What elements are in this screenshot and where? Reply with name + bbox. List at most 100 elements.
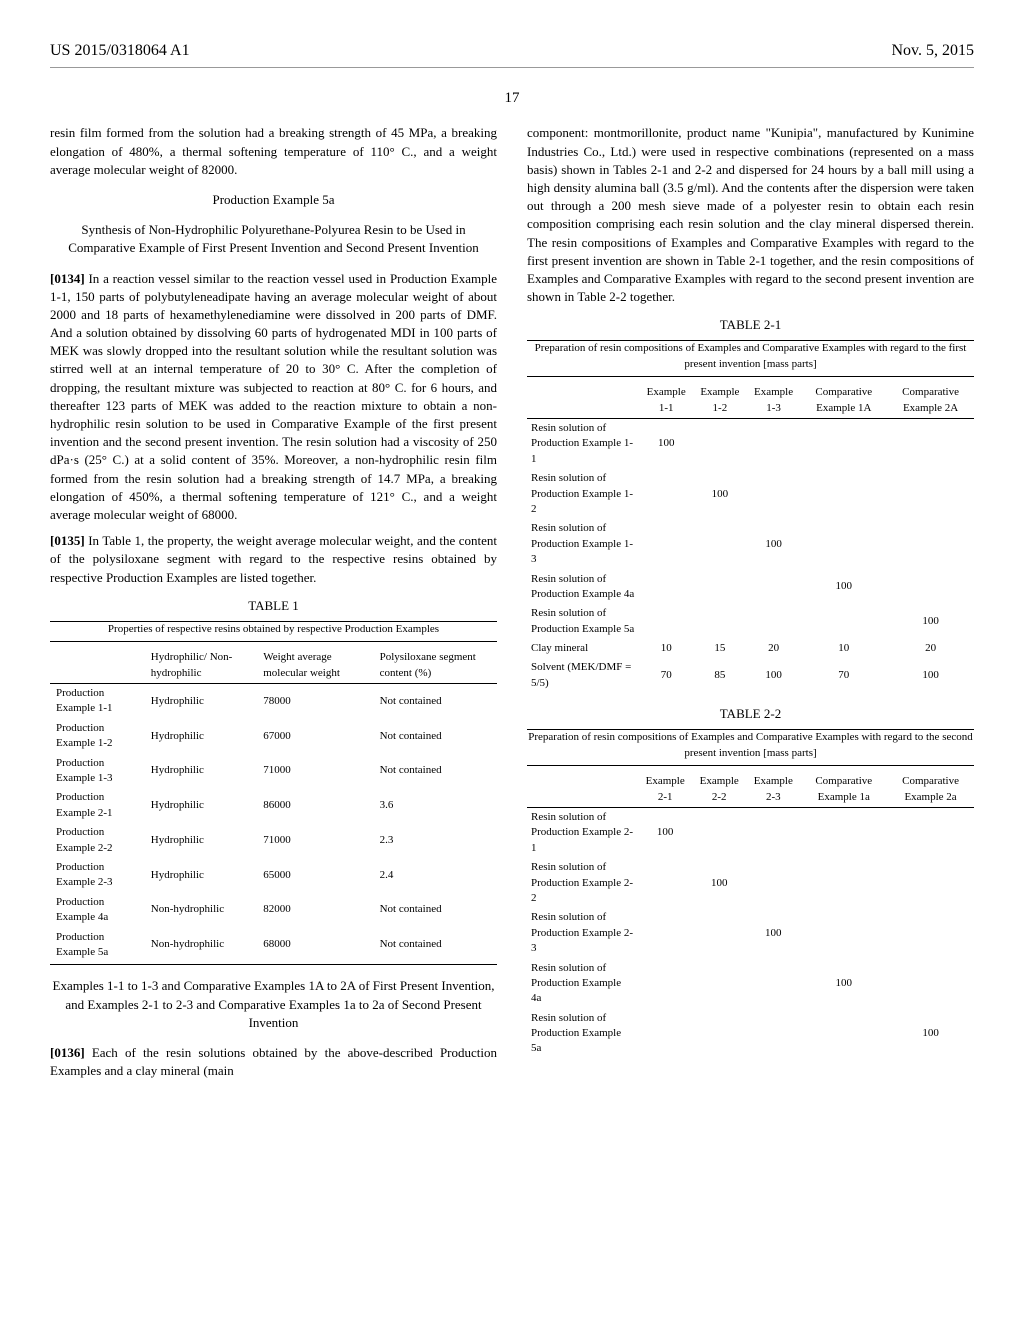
- table-cell: [800, 1009, 887, 1059]
- table-cell: 100: [693, 469, 747, 519]
- table22-h2: Example 2-2: [692, 772, 746, 807]
- table-cell: Resin solution of Production Example 1-2: [527, 469, 639, 519]
- table22-h3: Example 2-3: [746, 772, 800, 807]
- table-cell: Clay mineral: [527, 639, 639, 658]
- table22-header-row: Example 2-1 Example 2-2 Example 2-3 Comp…: [527, 772, 974, 807]
- table-row: Resin solution of Production Example 2-2…: [527, 858, 974, 908]
- table21-label: TABLE 2-1: [527, 316, 974, 334]
- table-cell: 100: [887, 1009, 974, 1059]
- table-cell: Resin solution of Production Example 5a: [527, 604, 639, 639]
- table-cell: 67000: [257, 719, 373, 754]
- table-cell: Resin solution of Production Example 1-3: [527, 519, 639, 569]
- table-cell: 68000: [257, 928, 373, 965]
- table-cell: [887, 858, 974, 908]
- table1-header-row: Hydrophilic/ Non-hydrophilic Weight aver…: [50, 648, 497, 683]
- table-row: Resin solution of Production Example 2-3…: [527, 908, 974, 958]
- table-cell: Resin solution of Production Example 5a: [527, 1009, 638, 1059]
- table21-h3: Example 1-3: [747, 383, 801, 418]
- table-cell: [692, 808, 746, 859]
- table-cell: [887, 959, 974, 1009]
- table-cell: 71000: [257, 823, 373, 858]
- table-cell: [746, 1009, 800, 1059]
- table-cell: 85: [693, 658, 747, 693]
- table-cell: Production Example 1-2: [50, 719, 145, 754]
- table21-header-row: Example 1-1 Example 1-2 Example 1-3 Comp…: [527, 383, 974, 418]
- table-cell: 100: [638, 808, 692, 859]
- table-cell: [800, 858, 887, 908]
- page-number: 17: [50, 88, 974, 109]
- para-0136-text: Each of the resin solutions obtained by …: [50, 1045, 497, 1078]
- publication-date: Nov. 5, 2015: [891, 40, 974, 62]
- table-cell: [887, 570, 974, 605]
- table-row: Resin solution of Production Example 5a 1…: [527, 1009, 974, 1059]
- table-cell: 100: [800, 570, 887, 605]
- table22-caption: Preparation of resin compositions of Exa…: [527, 730, 974, 766]
- paragraph-0135: [0135] In Table 1, the property, the wei…: [50, 532, 497, 587]
- table-cell: [639, 469, 693, 519]
- table-cell: Non-hydrophilic: [145, 893, 257, 928]
- table-cell: [693, 519, 747, 569]
- table21-h5: Comparative Example 2A: [887, 383, 974, 418]
- table-cell: [692, 959, 746, 1009]
- table-cell: 78000: [257, 684, 373, 719]
- paragraph-0134: [0134] In a reaction vessel similar to t…: [50, 270, 497, 525]
- table-cell: Resin solution of Production Example 2-1: [527, 808, 638, 859]
- table-cell: [692, 1009, 746, 1059]
- table-cell: [639, 519, 693, 569]
- table-cell: [800, 808, 887, 859]
- table-cell: 100: [639, 419, 693, 470]
- table-cell: [887, 519, 974, 569]
- page-header: US 2015/0318064 A1 Nov. 5, 2015: [50, 40, 974, 68]
- intro-paragraph: resin film formed from the solution had …: [50, 124, 497, 179]
- table-cell: Production Example 4a: [50, 893, 145, 928]
- table-row: Production Example 5aNon-hydrophilic6800…: [50, 928, 497, 965]
- table-cell: [693, 604, 747, 639]
- table-1: Hydrophilic/ Non-hydrophilic Weight aver…: [50, 648, 497, 965]
- table-cell: Resin solution of Production Example 2-2: [527, 858, 638, 908]
- table-cell: [746, 858, 800, 908]
- table22-h5: Comparative Example 2a: [887, 772, 974, 807]
- table-cell: [747, 419, 801, 470]
- para-0134-number: [0134]: [50, 271, 85, 286]
- table-row: Resin solution of Production Example 5a 1…: [527, 604, 974, 639]
- table22-label: TABLE 2-2: [527, 705, 974, 723]
- table-cell: Hydrophilic: [145, 754, 257, 789]
- table-cell: [638, 959, 692, 1009]
- table-cell: 70: [639, 658, 693, 693]
- table-cell: [800, 419, 887, 470]
- table-cell: Hydrophilic: [145, 858, 257, 893]
- table-row: Production Example 1-1Hydrophilic78000No…: [50, 684, 497, 719]
- table-cell: 15: [693, 639, 747, 658]
- table-cell: Not contained: [374, 893, 497, 928]
- table22-h4: Comparative Example 1a: [800, 772, 887, 807]
- para-0134-text: In a reaction vessel similar to the reac…: [50, 271, 497, 522]
- table-cell: [887, 808, 974, 859]
- table-cell: 100: [692, 858, 746, 908]
- table1-col4-header: Polysiloxane segment content (%): [374, 648, 497, 683]
- table-cell: [800, 604, 887, 639]
- table-cell: 3.6: [374, 788, 497, 823]
- table-cell: [747, 570, 801, 605]
- table-cell: Resin solution of Production Example 2-3: [527, 908, 638, 958]
- para-0135-number: [0135]: [50, 533, 85, 548]
- table21-h1: Example 1-1: [639, 383, 693, 418]
- table-row: Resin solution of Production Example 4a 1…: [527, 570, 974, 605]
- table-cell: Resin solution of Production Example 4a: [527, 570, 639, 605]
- table21-h4: Comparative Example 1A: [800, 383, 887, 418]
- table-cell: 100: [887, 604, 974, 639]
- table-cell: 10: [639, 639, 693, 658]
- table-cell: Non-hydrophilic: [145, 928, 257, 965]
- table-cell: Not contained: [374, 754, 497, 789]
- table-cell: [639, 604, 693, 639]
- table-cell: [693, 570, 747, 605]
- table-cell: 20: [747, 639, 801, 658]
- table-cell: [638, 858, 692, 908]
- table-row: Production Example 4aNon-hydrophilic8200…: [50, 893, 497, 928]
- table-cell: Solvent (MEK/DMF = 5/5): [527, 658, 639, 693]
- table-cell: 100: [800, 959, 887, 1009]
- table21-caption: Preparation of resin compositions of Exa…: [527, 341, 974, 377]
- production-example-5a-title: Production Example 5a: [50, 191, 497, 209]
- table-cell: [747, 469, 801, 519]
- table-cell: 100: [747, 519, 801, 569]
- table-cell: [639, 570, 693, 605]
